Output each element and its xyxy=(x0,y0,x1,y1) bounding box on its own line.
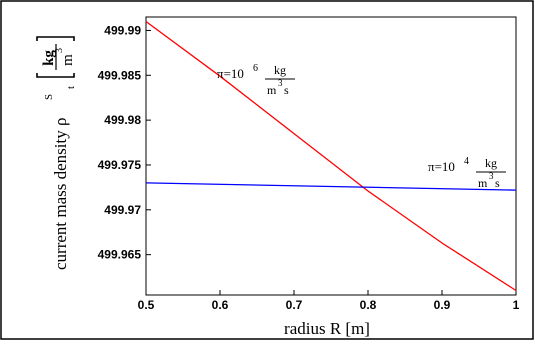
series-label-denominator-exponent: 3 xyxy=(489,171,494,181)
x-axis-label: radius R [m] xyxy=(284,319,370,338)
y-axis-unit-right-bracket xyxy=(36,36,75,41)
series-label-2: π=10 4 kg m 3 s xyxy=(428,156,506,190)
series-line-1 xyxy=(145,20,517,292)
series-label-base: π=10 xyxy=(217,66,244,81)
y-tick-label: 499.98 xyxy=(104,113,141,127)
x-tick-label: 0.6 xyxy=(212,298,229,312)
y-axis: 499.965 499.97 499.975 499.98 499.985 499.99 xyxy=(98,23,151,262)
series-lines xyxy=(145,20,517,292)
series-line-2 xyxy=(145,182,517,191)
series-label-denominator: m xyxy=(267,83,277,97)
svg-text:current mass density ρ: current mass density ρ xyxy=(51,118,70,270)
y-axis-label-superscript: S xyxy=(43,94,55,100)
series-label-denominator-suffix: s xyxy=(495,176,500,190)
series-label-denominator: m xyxy=(478,176,488,190)
y-tick-label: 499.975 xyxy=(98,158,142,172)
x-tick-label: 0.5 xyxy=(138,298,155,312)
series-label-1: π=10 6 kg m 3 s xyxy=(217,63,295,97)
y-axis-label-symbol: ρ xyxy=(51,118,70,126)
series-label-denominator-exponent: 3 xyxy=(278,78,283,88)
y-axis-label-subscript: t xyxy=(65,86,77,89)
series-label-numerator: kg xyxy=(485,156,497,170)
y-axis-label: current mass density ρ S t kg m 3 xyxy=(36,36,77,270)
series-label-exponent: 6 xyxy=(253,63,258,74)
y-tick-label: 499.965 xyxy=(98,248,142,262)
x-axis: 0.5 0.6 0.7 0.8 0.9 1 xyxy=(138,290,520,312)
y-axis-unit-left-bracket xyxy=(36,73,75,78)
series-label-exponent: 4 xyxy=(464,156,469,167)
x-tick-label: 0.8 xyxy=(360,298,377,312)
series-label-base: π=10 xyxy=(428,159,455,174)
series-label-numerator: kg xyxy=(274,63,286,77)
y-tick-label: 499.99 xyxy=(104,23,141,37)
x-tick-label: 0.9 xyxy=(434,298,451,312)
y-tick-label: 499.985 xyxy=(98,68,142,82)
y-tick-label: 499.97 xyxy=(104,203,141,217)
y-axis-unit-numerator: kg xyxy=(41,50,57,66)
y-axis-label-text: current mass density xyxy=(51,126,70,270)
plot-area xyxy=(145,16,517,296)
series-label-denominator-suffix: s xyxy=(284,83,289,97)
x-tick-label: 1 xyxy=(513,298,520,312)
x-tick-label: 0.7 xyxy=(286,298,303,312)
y-axis-unit-denominator: m xyxy=(60,54,76,66)
series-labels: π=10 6 kgm 3 sπ=10 4 kgm 3 s xyxy=(217,63,506,190)
y-axis-unit-exponent: 3 xyxy=(54,48,65,53)
